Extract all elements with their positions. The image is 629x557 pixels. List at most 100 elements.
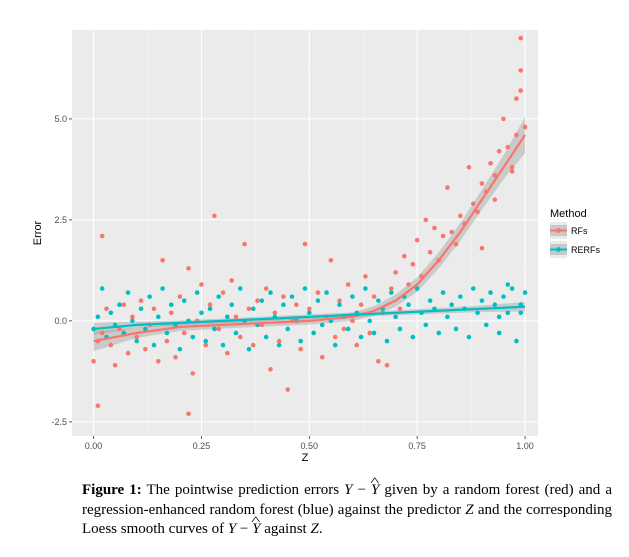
data-point-rerfs: [479, 298, 485, 303]
data-point-rfs: [518, 88, 524, 93]
data-point-rfs: [363, 274, 368, 279]
data-point-rfs: [268, 367, 273, 372]
caption-sym-z2: Z: [310, 521, 319, 537]
data-point-rerfs: [509, 286, 515, 291]
data-point-rerfs: [302, 286, 308, 291]
data-point-rerfs: [298, 338, 303, 344]
data-point-rerfs: [315, 298, 321, 303]
data-point-rerfs: [449, 302, 455, 308]
data-point-rfs: [108, 342, 114, 348]
data-point-rerfs: [220, 342, 226, 348]
data-point-rfs: [237, 334, 243, 340]
data-point-rerfs: [475, 310, 480, 316]
data-point-rfs: [125, 350, 131, 356]
y-axis-ticks: -2.5 0.0 2.5 5.0: [51, 114, 72, 427]
legend-label-rerfs: RERFs: [571, 245, 600, 255]
data-point-rerfs: [155, 314, 161, 320]
legend: Method RFs RERFs: [550, 208, 600, 258]
data-point-rerfs: [194, 290, 200, 295]
data-point-rerfs: [337, 302, 342, 308]
data-point-rerfs: [143, 326, 148, 332]
data-point-rfs: [505, 144, 511, 150]
data-point-rerfs: [307, 310, 312, 316]
plot-panel: [72, 30, 538, 436]
data-point-rerfs: [168, 302, 174, 308]
data-point-rfs: [354, 342, 360, 348]
data-point-rfs: [358, 302, 364, 308]
data-point-rerfs: [436, 330, 442, 336]
data-point-rfs: [371, 294, 377, 299]
data-point-rfs: [445, 185, 450, 190]
data-point-rerfs: [470, 286, 476, 291]
caption-text-4: against: [260, 521, 311, 537]
data-point-rerfs: [229, 302, 234, 308]
data-point-rfs: [151, 306, 157, 312]
data-point-rfs: [509, 169, 515, 174]
x-tick-label: 0.25: [193, 441, 211, 451]
data-point-rfs: [514, 96, 519, 101]
data-point-rerfs: [181, 298, 187, 303]
data-point-rfs: [337, 298, 342, 303]
data-point-rerfs: [203, 338, 209, 344]
data-point-rfs: [99, 233, 105, 239]
data-point-rerfs: [393, 314, 398, 320]
data-point-rfs: [216, 326, 222, 332]
data-point-rfs: [263, 286, 269, 291]
data-point-rfs: [509, 165, 515, 170]
data-point-rfs: [388, 286, 394, 291]
y-tick-label: -2.5: [51, 417, 67, 427]
legend-label-rfs: RFs: [571, 226, 588, 236]
data-point-rfs: [294, 302, 299, 308]
data-point-rerfs: [453, 326, 459, 332]
data-point-rfs: [91, 358, 96, 364]
data-point-rfs: [423, 217, 429, 223]
y-tick-label: 5.0: [54, 114, 67, 124]
data-points: [91, 35, 528, 417]
data-point-rfs: [104, 306, 109, 312]
data-point-rfs: [173, 354, 178, 360]
data-point-rerfs: [190, 334, 196, 340]
data-point-rfs: [319, 354, 325, 360]
caption-end: .: [318, 521, 323, 537]
data-point-rfs: [95, 403, 101, 409]
data-point-rerfs: [164, 330, 170, 336]
data-point-rfs: [427, 249, 433, 255]
data-point-rerfs: [492, 302, 498, 308]
data-point-rerfs: [250, 306, 256, 312]
data-point-rerfs: [311, 330, 316, 336]
data-point-rfs: [332, 334, 338, 340]
data-point-rerfs: [440, 290, 446, 295]
data-point-rerfs: [259, 298, 265, 303]
data-point-rfs: [177, 294, 183, 299]
confidence-bands: [93, 116, 526, 352]
x-axis-ticks: 0.00 0.25 0.50 0.75 1.00: [85, 436, 534, 451]
data-point-rerfs: [466, 334, 472, 340]
data-point-rerfs: [496, 314, 502, 320]
data-point-rfs: [281, 294, 286, 299]
y-tick-label: 0.0: [54, 316, 67, 326]
caption-sym-z: Z: [465, 501, 474, 518]
data-point-rerfs: [207, 306, 213, 312]
data-point-rfs: [229, 278, 234, 283]
caption-text-2: given by a random forest (red) and a reg…: [82, 482, 612, 518]
x-tick-label: 0.75: [408, 441, 426, 451]
data-point-rfs: [488, 161, 493, 166]
chart-svg: 0.00 0.25 0.50 0.75 1.00 -2.5 0.0 2.5 5.0 Z Err…: [32, 30, 600, 464]
data-point-rerfs: [246, 346, 252, 352]
data-point-rfs: [181, 330, 187, 336]
data-point-rfs: [117, 326, 122, 332]
data-point-rfs: [246, 306, 252, 312]
data-point-rerfs: [151, 342, 157, 348]
x-axis-title: Z: [302, 452, 309, 464]
x-tick-label: 0.00: [85, 441, 103, 451]
data-point-rerfs: [324, 290, 329, 295]
data-point-rfs: [475, 209, 480, 215]
data-point-rerfs: [427, 298, 433, 303]
data-point-rfs: [514, 132, 519, 138]
data-point-rerfs: [358, 334, 364, 340]
caption-sym-y2: Y: [227, 521, 237, 537]
legend-key-rfs-point: [556, 228, 561, 233]
data-point-rfs: [164, 338, 170, 344]
data-point-rerfs: [496, 330, 502, 336]
data-point-rerfs: [268, 290, 273, 295]
